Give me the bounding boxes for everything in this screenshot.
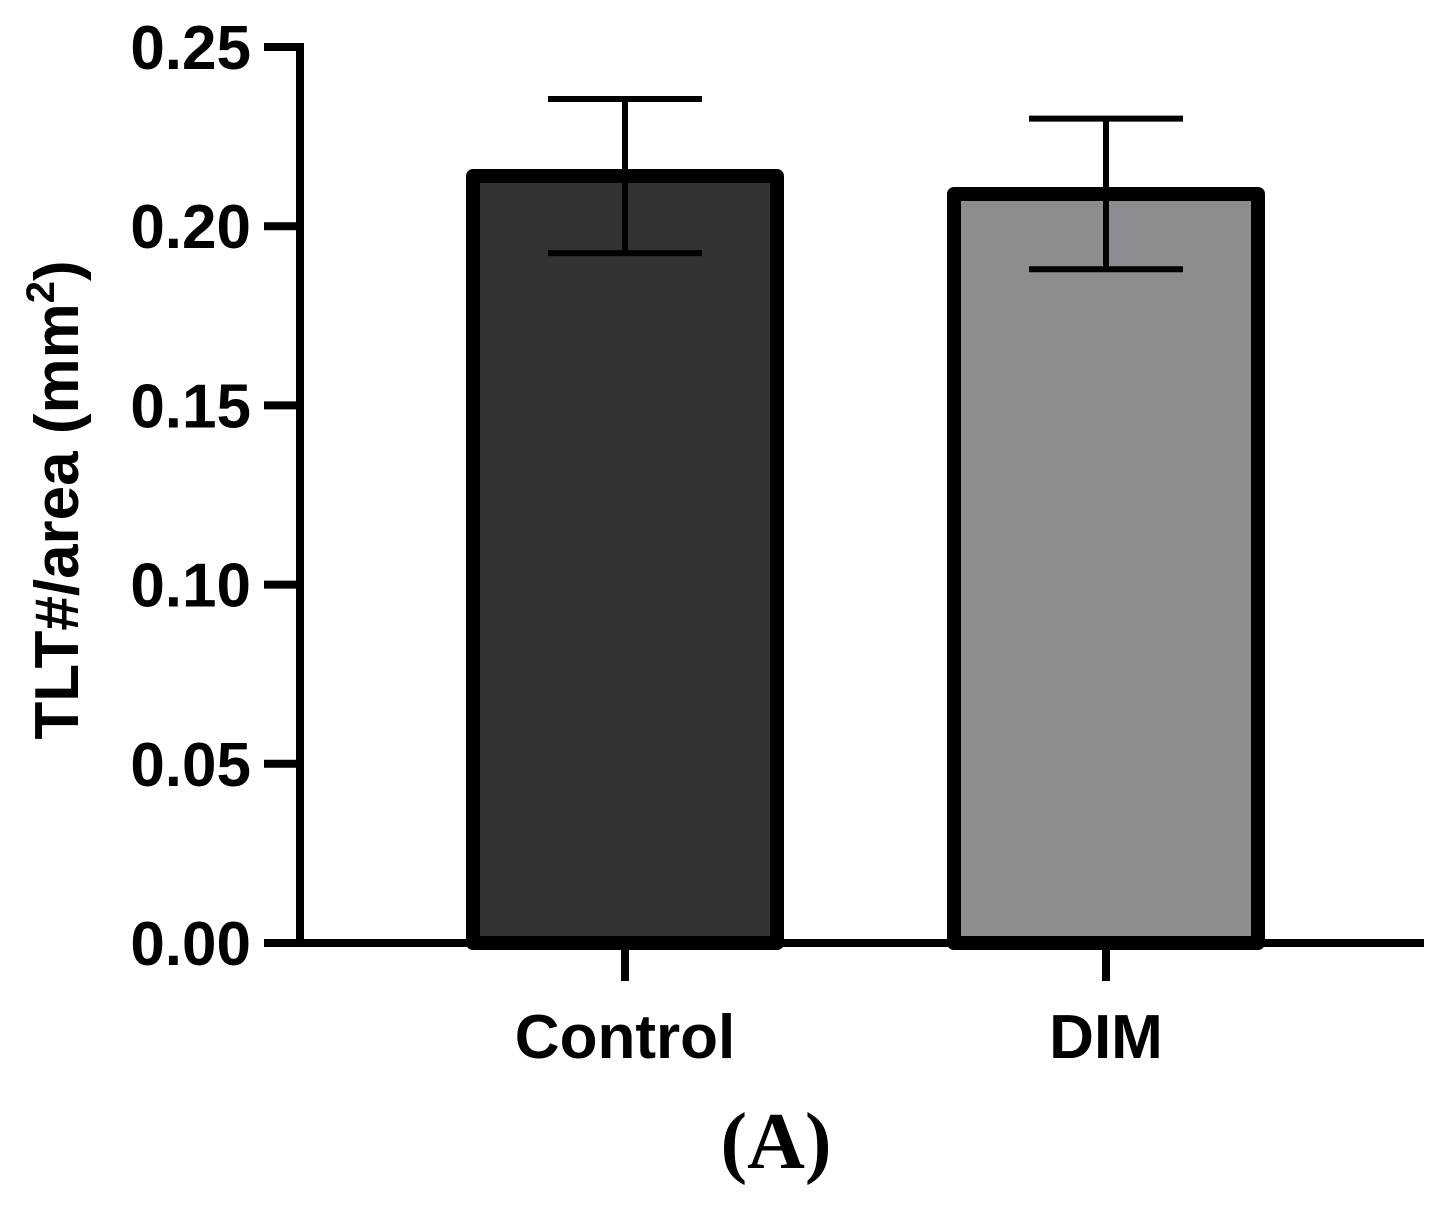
y-tick-label: 0.20 <box>130 193 251 262</box>
axes <box>296 43 1424 947</box>
y-tick-label: 0.10 <box>130 552 251 621</box>
y-tick-label: 0.05 <box>130 731 251 800</box>
x-axis-ticks: Control DIM <box>515 943 1163 1072</box>
y-tick-label: 0.25 <box>130 14 251 83</box>
x-tick-label-dim: DIM <box>1049 1003 1163 1072</box>
bar-dim <box>947 186 1265 951</box>
x-tick-label-control: Control <box>515 1003 735 1072</box>
y-axis-title: TLT#/area (mm2) <box>19 260 92 739</box>
error-bars <box>548 95 1183 273</box>
bar-control <box>466 169 784 951</box>
y-tick-label: 0.15 <box>130 372 251 441</box>
panel-label: (A) <box>720 1098 831 1186</box>
bars <box>466 169 1265 951</box>
y-axis-ticks: 0.00 0.05 0.10 0.15 0.20 0.25 <box>130 14 300 979</box>
y-tick-label: 0.00 <box>130 910 251 979</box>
